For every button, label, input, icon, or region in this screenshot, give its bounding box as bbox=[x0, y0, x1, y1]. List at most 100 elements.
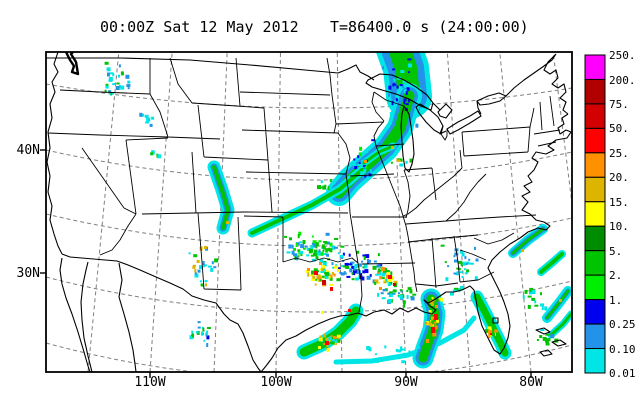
precip-cell bbox=[468, 258, 471, 261]
precip-cell bbox=[318, 240, 322, 243]
precip-cell bbox=[306, 254, 310, 257]
precip-cell bbox=[531, 290, 536, 294]
precip-cell bbox=[407, 58, 412, 61]
colorbar-box-10 bbox=[584, 299, 606, 325]
precip-cell bbox=[432, 332, 437, 337]
precip-cell bbox=[470, 262, 474, 265]
state-borders bbox=[47, 57, 561, 313]
precip-cell bbox=[150, 152, 154, 156]
precip-cell bbox=[286, 251, 291, 254]
precip-cell bbox=[369, 274, 372, 278]
precip-cell bbox=[307, 272, 310, 277]
gridline-parallel-30N bbox=[46, 276, 572, 313]
precip-cell bbox=[348, 263, 352, 266]
precip-cell bbox=[546, 338, 551, 342]
precip-cell bbox=[406, 295, 409, 299]
precip-cell bbox=[321, 246, 326, 249]
precip-cell bbox=[377, 292, 380, 297]
precip-cell bbox=[400, 70, 405, 73]
precip-cluster-west-texas-specks bbox=[189, 321, 211, 347]
precip-cell bbox=[293, 247, 296, 251]
precip-cell bbox=[141, 113, 144, 117]
colorbar-label-75.: 75. bbox=[609, 97, 629, 111]
precip-cell bbox=[458, 260, 463, 264]
gridline-meridian-100W bbox=[275, 52, 281, 372]
precip-cell bbox=[374, 279, 379, 284]
precip-cell bbox=[376, 360, 379, 363]
precip-cell bbox=[206, 330, 209, 335]
precip-cell bbox=[394, 83, 397, 86]
precip-cell bbox=[317, 253, 321, 256]
precip-cell bbox=[527, 295, 532, 298]
precip-cell bbox=[312, 275, 316, 279]
precip-cell bbox=[105, 85, 109, 89]
precip-cell bbox=[403, 98, 407, 102]
precip-cell bbox=[357, 163, 362, 166]
precip-cell bbox=[392, 68, 396, 71]
precip-core-dot bbox=[393, 283, 396, 286]
precip-cell bbox=[377, 253, 380, 257]
precip-cell bbox=[300, 244, 305, 249]
precip-cell bbox=[466, 269, 470, 273]
precip-cell bbox=[408, 350, 411, 355]
precip-cell bbox=[362, 165, 366, 168]
pacific-coastline bbox=[46, 52, 63, 255]
precip-cell bbox=[373, 260, 377, 263]
precip-cell bbox=[323, 272, 328, 275]
precip-cell bbox=[388, 291, 393, 294]
precip-cell bbox=[386, 274, 388, 279]
precip-cell bbox=[385, 278, 390, 283]
precip-cell bbox=[344, 262, 349, 266]
precip-cell bbox=[453, 255, 456, 258]
precip-cell bbox=[529, 287, 534, 292]
precip-cell bbox=[354, 264, 358, 269]
precip-cell bbox=[398, 295, 402, 298]
precip-cell bbox=[407, 99, 410, 103]
precip-cell bbox=[349, 268, 353, 273]
precip-cell bbox=[440, 298, 444, 302]
precip-cell bbox=[461, 252, 465, 257]
precip-cell bbox=[406, 290, 409, 292]
precip-cell bbox=[454, 259, 458, 263]
precip-cell bbox=[343, 271, 346, 275]
precip-cell bbox=[202, 261, 205, 265]
precip-cell bbox=[325, 337, 329, 341]
precip-cell bbox=[336, 334, 341, 338]
colorbar-box-4 bbox=[584, 152, 606, 178]
precip-cell bbox=[348, 253, 351, 257]
precip-core-dot bbox=[319, 262, 322, 265]
precip-cell bbox=[329, 179, 332, 183]
precip-cell bbox=[407, 287, 412, 291]
precip-cell bbox=[188, 252, 191, 255]
precip-cell bbox=[322, 185, 327, 190]
precip-cell bbox=[494, 332, 496, 336]
precip-cell bbox=[387, 292, 391, 295]
precip-cell bbox=[387, 283, 391, 287]
precip-cell bbox=[536, 339, 539, 341]
precip-cell bbox=[106, 67, 111, 72]
precip-cell bbox=[398, 292, 400, 295]
precip-cell bbox=[327, 270, 330, 273]
precip-cell bbox=[450, 292, 454, 296]
precip-core-dot bbox=[426, 339, 429, 343]
precip-cell bbox=[353, 266, 356, 271]
precip-cell bbox=[315, 242, 319, 247]
precip-cell bbox=[353, 158, 356, 161]
gridline-meridian-115W bbox=[87, 52, 120, 372]
precip-cell bbox=[322, 343, 327, 346]
precip-cell bbox=[534, 300, 537, 304]
gridline-parallel-25N bbox=[46, 342, 572, 372]
precip-cell bbox=[297, 234, 300, 239]
precip-cell bbox=[428, 322, 433, 326]
colorbar-box-5 bbox=[584, 176, 606, 203]
precip-cell bbox=[376, 264, 381, 268]
precip-cell bbox=[329, 335, 332, 340]
precip-cell bbox=[359, 272, 363, 276]
precip-cell bbox=[361, 260, 364, 263]
y-axis-label-40N: 40N bbox=[16, 143, 40, 158]
precip-cell bbox=[428, 331, 432, 334]
precip-cell bbox=[292, 253, 297, 257]
colorbar-label-2.: 2. bbox=[609, 269, 623, 283]
precip-cell bbox=[325, 248, 330, 252]
precip-cell bbox=[320, 271, 324, 273]
